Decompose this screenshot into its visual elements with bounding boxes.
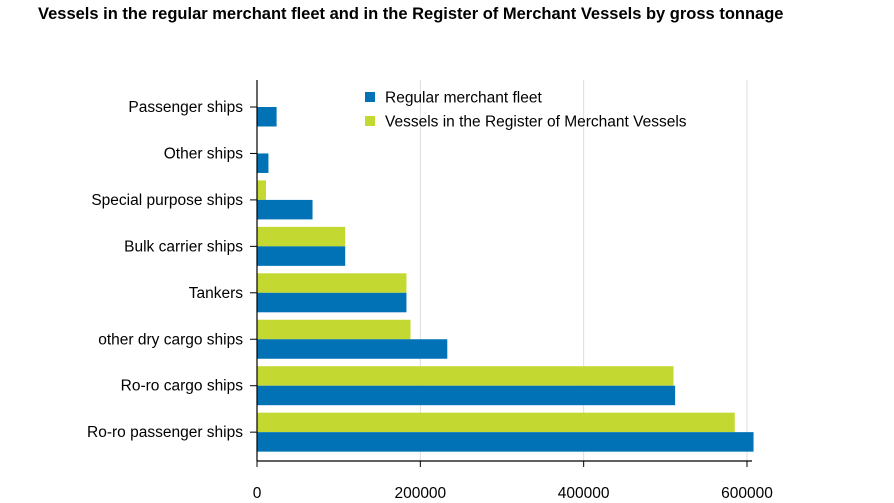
bar-register-6 [257, 366, 674, 386]
legend-swatch-0 [365, 92, 375, 102]
bar-regular-7 [257, 432, 754, 452]
chart-title: Vessels in the regular merchant fleet an… [38, 5, 784, 23]
bar-regular-6 [257, 385, 676, 406]
category-label-7: Ro-ro passenger ships [87, 424, 243, 441]
category-label-0: Passenger ships [128, 99, 243, 116]
category-label-6: Ro-ro cargo ships [121, 378, 244, 395]
bar-regular-1 [257, 153, 269, 173]
bar-register-5 [257, 319, 411, 340]
category-label-4: Tankers [189, 285, 244, 302]
x-tick-label-2: 400000 [558, 485, 610, 502]
bar-regular-4 [257, 292, 407, 313]
bar-regular-0 [257, 107, 277, 127]
bar-regular-3 [257, 246, 346, 266]
bar-register-4 [257, 273, 407, 293]
bar-regular-5 [257, 339, 448, 359]
category-label-3: Bulk carrier ships [124, 238, 243, 255]
category-label-2: Special purpose ships [91, 192, 243, 209]
category-label-1: Other ships [164, 145, 244, 162]
x-tick-label-1: 200000 [394, 485, 446, 502]
x-tick-label-3: 600000 [721, 485, 773, 502]
x-tick-label-0: 0 [253, 485, 262, 502]
legend-swatch-1 [365, 116, 375, 126]
category-label-5: other dry cargo ships [98, 331, 243, 348]
bar-register-3 [257, 226, 346, 247]
bar-register-2 [257, 180, 266, 200]
bar-regular-2 [257, 199, 313, 220]
bar-register-7 [257, 412, 735, 433]
legend-label-1: Vessels in the Register of Merchant Vess… [385, 114, 687, 131]
legend-label-0: Regular merchant fleet [385, 90, 542, 107]
